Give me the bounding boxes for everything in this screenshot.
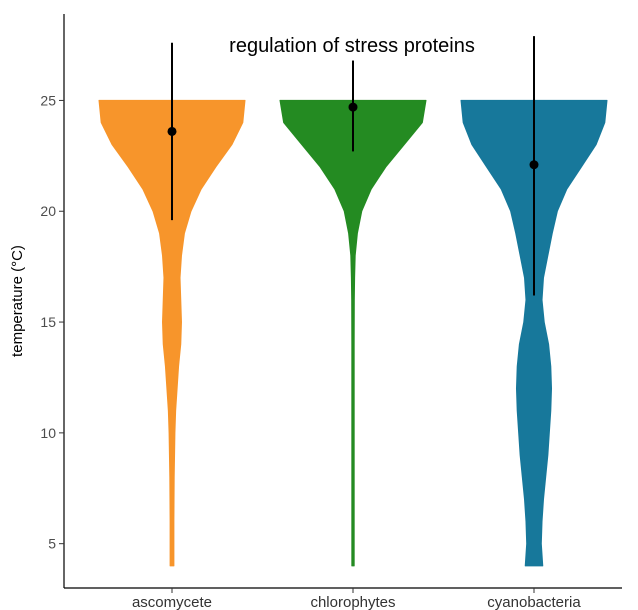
y-tick-label: 20: [40, 203, 56, 219]
y-axis-ticks: 5 10 15 20 25: [40, 92, 64, 552]
mean-point-cyanobacteria: [529, 160, 539, 170]
mean-point-chlorophytes: [348, 102, 358, 112]
y-axis-title: temperature (°C): [9, 245, 26, 357]
error-bar-layer: [167, 36, 539, 296]
violin-ascomycete: [98, 99, 246, 567]
mean-point-ascomycete: [167, 126, 177, 136]
violin-chlorophytes: [279, 99, 427, 567]
x-axis-ticks: ascomycete chlorophytes cyanobacteria: [132, 588, 581, 610]
chart-title: regulation of stress proteins: [229, 35, 475, 57]
violin-cyanobacteria: [460, 99, 608, 567]
y-tick-label: 5: [48, 536, 56, 552]
y-tick-label: 25: [40, 92, 56, 108]
x-tick-label-cyanobacteria: cyanobacteria: [487, 594, 581, 610]
y-tick-label: 10: [40, 425, 56, 441]
violin-layer: [98, 99, 608, 567]
y-tick-label: 15: [40, 314, 56, 330]
x-tick-label-chlorophytes: chlorophytes: [310, 594, 395, 610]
x-tick-label-ascomycete: ascomycete: [132, 594, 212, 610]
